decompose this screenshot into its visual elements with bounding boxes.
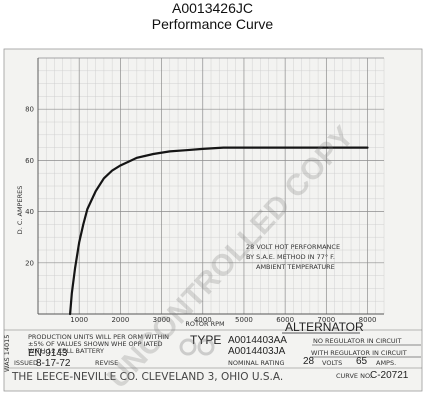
x-tick-6000: 6000 xyxy=(276,316,294,324)
y-tick-60: 60 xyxy=(25,157,34,165)
y-tick-20: 20 xyxy=(25,259,34,267)
annotation-line-3: AMBIENT TEMPERATURE xyxy=(256,263,335,271)
en-number: EN-9143 xyxy=(28,348,68,359)
paper xyxy=(3,48,423,392)
x-tick-7000: 7000 xyxy=(317,316,335,324)
y-tick-80: 80 xyxy=(25,106,34,114)
nominal-label: NOMINAL RATING xyxy=(228,359,284,367)
x-tick-4000: 4000 xyxy=(194,316,212,324)
curve-label: CURVE NO. xyxy=(336,372,372,380)
performance-note: 28 VOLT HOT PERFORMANCE BY S.A.E. METHOD… xyxy=(246,243,340,271)
x-tick-3000: 3000 xyxy=(153,316,171,324)
amps-value: 65 xyxy=(356,356,368,367)
production-line-3: WITH 12 CELL BATTERY xyxy=(28,347,104,355)
x-tick-1000: 1000 xyxy=(70,316,88,324)
curve-number: C-20721 xyxy=(370,370,409,381)
subtitle: Performance Curve xyxy=(151,16,274,32)
production-line-1: PRODUCTION UNITS WILL PER ORM WITHIN xyxy=(28,333,169,341)
annotation-line-1: 28 VOLT HOT PERFORMANCE xyxy=(246,243,340,251)
side-code: WAS 14015 xyxy=(3,335,11,372)
volts-label: VOLTS xyxy=(322,359,342,367)
production-line-2: ±5% OF VALUES SHOWN WHE OPP IATED xyxy=(28,340,163,348)
x-tick-2000: 2000 xyxy=(111,316,129,324)
volts-value: 28 xyxy=(303,356,315,367)
major-grid xyxy=(37,57,384,315)
x-tick-8000: 8000 xyxy=(359,316,377,324)
annotation-line-2: BY S.A.E. METHOD IN 77° F. xyxy=(246,253,335,261)
type-1-note: NO REGULATOR IN CIRCUIT xyxy=(313,337,402,345)
y-axis-label: D. C. AMPERES xyxy=(16,186,24,235)
part-number: A0013426JC xyxy=(172,0,253,16)
issued-label: ISSUED xyxy=(14,359,38,367)
issued-date: 8-17-72 xyxy=(36,358,71,369)
type-2-note: WITH REGULATOR IN CIRCUIT xyxy=(311,349,407,357)
y-tick-labels: 20 40 60 80 xyxy=(25,106,34,268)
axes xyxy=(37,58,384,315)
amps-label: AMPS. xyxy=(376,359,396,367)
type-2: A0014403JA xyxy=(228,346,286,357)
x-tick-labels: 1000 2000 3000 4000 5000 6000 7000 8000 xyxy=(70,316,376,324)
x-tick-5000: 5000 xyxy=(235,316,253,324)
type-1: A0014403AA xyxy=(228,335,287,346)
type-label: TYPE xyxy=(190,333,221,347)
x-axis-label: ROTOR RPM xyxy=(185,320,224,328)
revised-label: REVISE xyxy=(95,359,118,367)
alternator-label: ALTERNATOR xyxy=(285,320,364,334)
series-line xyxy=(69,146,369,316)
y-tick-40: 40 xyxy=(25,208,34,216)
company-name: THE LEECE-NEVILLE CO. CLEVELAND 3, OHIO … xyxy=(11,371,283,383)
